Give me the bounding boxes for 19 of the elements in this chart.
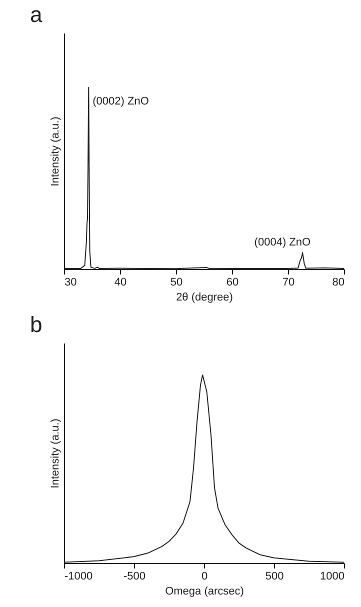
x-tick-label: 500 <box>265 570 284 582</box>
x-tick-label: 70 <box>282 276 295 288</box>
x-axis-title: 2θ (degree) <box>176 292 233 304</box>
x-tick-label: -1000 <box>64 570 93 582</box>
annotation: (0002) ZnO <box>92 95 150 108</box>
annotation: (0004) ZnO <box>254 236 311 249</box>
x-tick-label: 0 <box>201 570 208 582</box>
y-axis-title: Intensity (a.u.) <box>50 116 62 186</box>
chart-title: a <box>30 2 43 27</box>
x-tick-label: 80 <box>332 276 344 288</box>
x-tick-label: 60 <box>226 276 239 288</box>
x-tick-label: 50 <box>170 276 183 288</box>
x-tick-label: 30 <box>64 276 77 288</box>
x-tick-label: 40 <box>114 276 127 288</box>
chart-title: b <box>30 312 42 337</box>
x-tick-label: 1000 <box>320 570 344 582</box>
x-axis-title: Omega (arcsec) <box>165 586 244 598</box>
y-axis-title: Intensity (a.u.) <box>50 418 62 488</box>
x-tick-label: -500 <box>123 570 146 582</box>
